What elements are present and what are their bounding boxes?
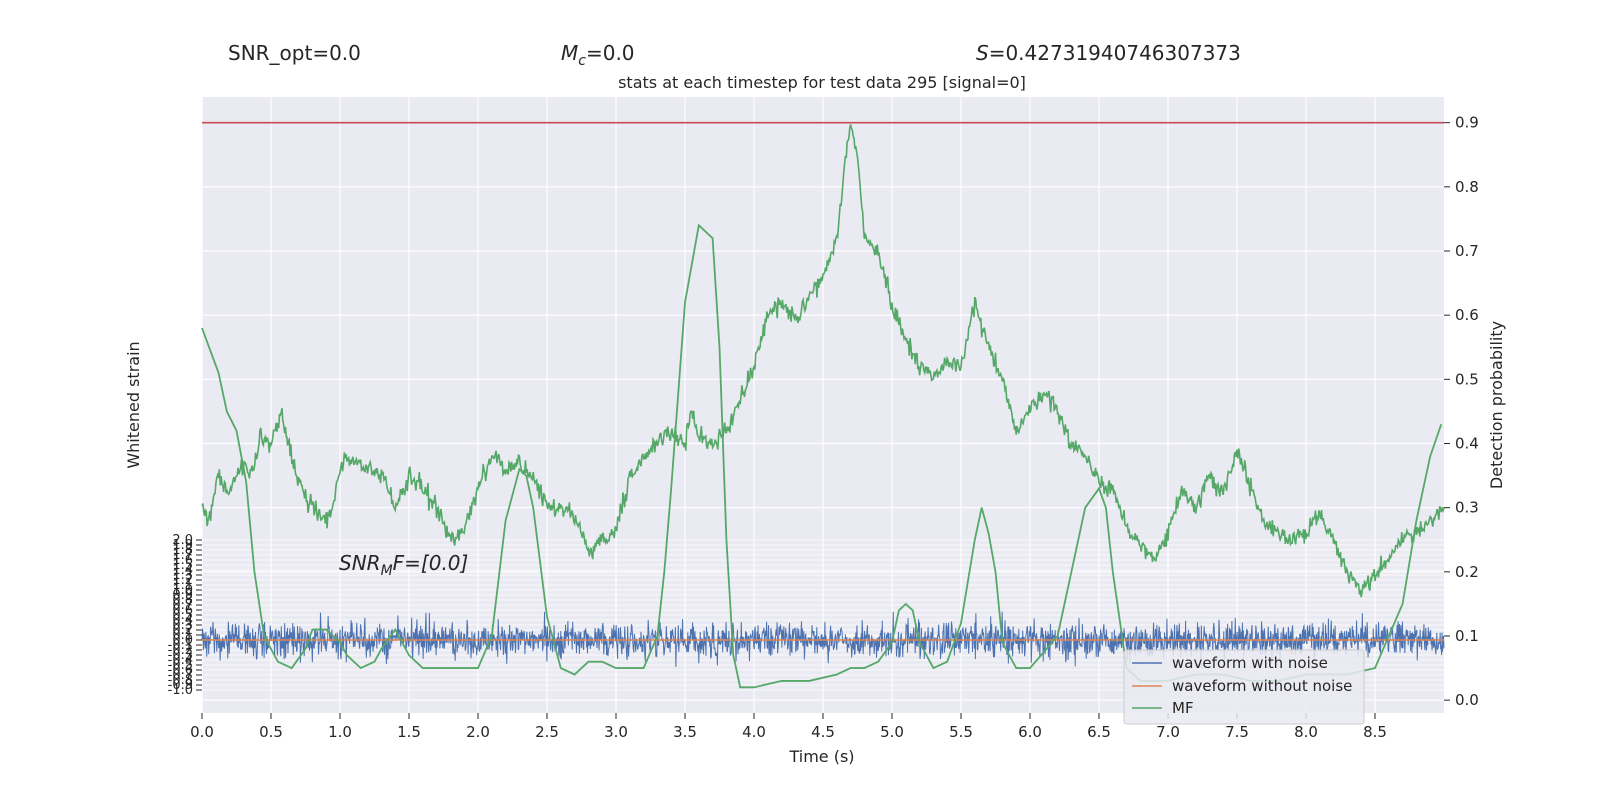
x-tick-label-9: 4.5	[811, 723, 835, 741]
snr-mf-annotation: SNRMF=[0.0]	[339, 551, 468, 579]
chirp-mass-label: Mc=0.0	[561, 41, 635, 69]
x-tick-label-5: 2.5	[535, 723, 559, 741]
left-tick-label-17: 0.3	[172, 618, 193, 633]
left-tick-label-26: -0.6	[168, 663, 193, 678]
legend: waveform with noise waveform without noi…	[1123, 649, 1365, 725]
left-axis-label: Whitened strain	[124, 341, 143, 468]
left-tick-label-6: 1.4	[172, 563, 193, 578]
right-axis-ticks: 0.0 0.1 0.2 0.3 0.4 0.5 0.6 0.7 0.8 0.9	[1444, 114, 1479, 709]
right-tick-label-4: 0.4	[1455, 435, 1479, 453]
x-tick-label-0: 0.0	[190, 723, 214, 741]
x-axis-label: Time (s)	[788, 747, 854, 766]
waveform-with-noise-line	[201, 611, 1445, 668]
left-tick-label-3: 1.7	[172, 548, 193, 563]
left-tick-label-18: 0.2	[172, 623, 193, 638]
x-tick-label-6: 3.0	[604, 723, 628, 741]
left-tick-label-19: 0.1	[172, 628, 193, 643]
left-tick-label-15: 0.5	[172, 608, 193, 623]
right-tick-label-6: 0.6	[1455, 306, 1479, 324]
left-tick-label-8: 1.2	[172, 573, 193, 588]
x-tick-label-1: 0.5	[259, 723, 283, 741]
x-tick-label-16: 8.0	[1294, 723, 1318, 741]
right-tick-label-2: 0.2	[1455, 563, 1479, 581]
waveform-with-noise-path	[201, 611, 1445, 668]
x-tick-label-8: 4.0	[742, 723, 766, 741]
left-tick-label-21: -0.1	[168, 638, 193, 653]
detection-probability-line	[201, 124, 1445, 598]
x-tick-label-2: 1.0	[328, 723, 352, 741]
left-tick-label-20: 0.0	[172, 633, 193, 648]
chart-title: stats at each timestep for test data 295…	[618, 73, 1026, 92]
left-tick-label-4: 1.6	[172, 553, 193, 568]
left-tick-label-1: 1.9	[172, 538, 193, 553]
left-tick-label-14: 0.6	[172, 603, 193, 618]
statistic-label: S=0.42731940746307373	[976, 41, 1241, 65]
left-tick-label-30: -1.0	[168, 683, 193, 698]
x-tick-label-12: 6.0	[1018, 723, 1042, 741]
header-stats: SNR_opt=0.0 Mc=0.0 S=0.42731940746307373…	[228, 41, 1241, 92]
left-tick-label-28: -0.8	[168, 673, 193, 688]
left-axis-ticks: 2.01.91.81.71.61.51.41.31.21.11.00.90.80…	[168, 533, 202, 698]
legend-label-mf: MF	[1172, 699, 1194, 717]
right-axis-label: Detection probability	[1487, 321, 1506, 489]
left-tick-label-16: 0.4	[172, 613, 193, 628]
x-axis-ticks: 0.0 0.5 1.0 1.5 2.0 2.5 3.0 3.5 4.0 4.5 5.0 5.5 6.0 6…	[190, 713, 1387, 741]
x-tick-label-17: 8.5	[1363, 723, 1387, 741]
right-tick-label-1: 0.1	[1455, 627, 1479, 645]
left-tick-label-9: 1.1	[172, 578, 193, 593]
right-tick-label-3: 0.3	[1455, 499, 1479, 517]
detection-probability-path	[201, 124, 1445, 598]
snr-opt-label: SNR_opt=0.0	[228, 41, 361, 65]
left-tick-label-10: 1.0	[172, 583, 193, 598]
left-tick-label-7: 1.3	[172, 568, 193, 583]
right-tick-label-8: 0.8	[1455, 178, 1479, 196]
x-tick-label-7: 3.5	[673, 723, 697, 741]
legend-label-noise: waveform with noise	[1172, 654, 1328, 672]
left-tick-label-29: -0.9	[168, 678, 193, 693]
x-tick-label-14: 7.0	[1156, 723, 1180, 741]
x-tick-label-4: 2.0	[466, 723, 490, 741]
time-grid-lines	[201, 97, 1376, 713]
left-tick-label-0: 2.0	[172, 533, 193, 548]
x-tick-label-15: 7.5	[1225, 723, 1249, 741]
left-tick-label-2: 1.8	[172, 543, 193, 558]
left-tick-label-24: -0.4	[168, 653, 193, 668]
left-tick-label-11: 0.9	[172, 588, 193, 603]
left-tick-label-27: -0.7	[168, 668, 193, 683]
right-tick-label-9: 0.9	[1455, 114, 1479, 132]
x-tick-label-3: 1.5	[397, 723, 421, 741]
legend-label-clean: waveform without noise	[1172, 677, 1352, 695]
x-tick-label-13: 6.5	[1087, 723, 1111, 741]
left-tick-label-13: 0.7	[172, 598, 193, 613]
left-tick-label-12: 0.8	[172, 593, 193, 608]
x-tick-label-11: 5.5	[949, 723, 973, 741]
left-tick-label-22: -0.2	[168, 643, 193, 658]
right-tick-label-0: 0.0	[1455, 691, 1479, 709]
mf-line	[201, 223, 1443, 689]
left-tick-label-23: -0.3	[168, 648, 193, 663]
right-tick-label-7: 0.7	[1455, 242, 1479, 260]
x-tick-label-10: 5.0	[880, 723, 904, 741]
legend-box	[1123, 649, 1365, 725]
left-tick-label-5: 1.5	[172, 558, 193, 573]
mf-path	[201, 223, 1443, 689]
right-tick-label-5: 0.5	[1455, 370, 1479, 388]
left-tick-label-25: -0.5	[168, 658, 193, 673]
